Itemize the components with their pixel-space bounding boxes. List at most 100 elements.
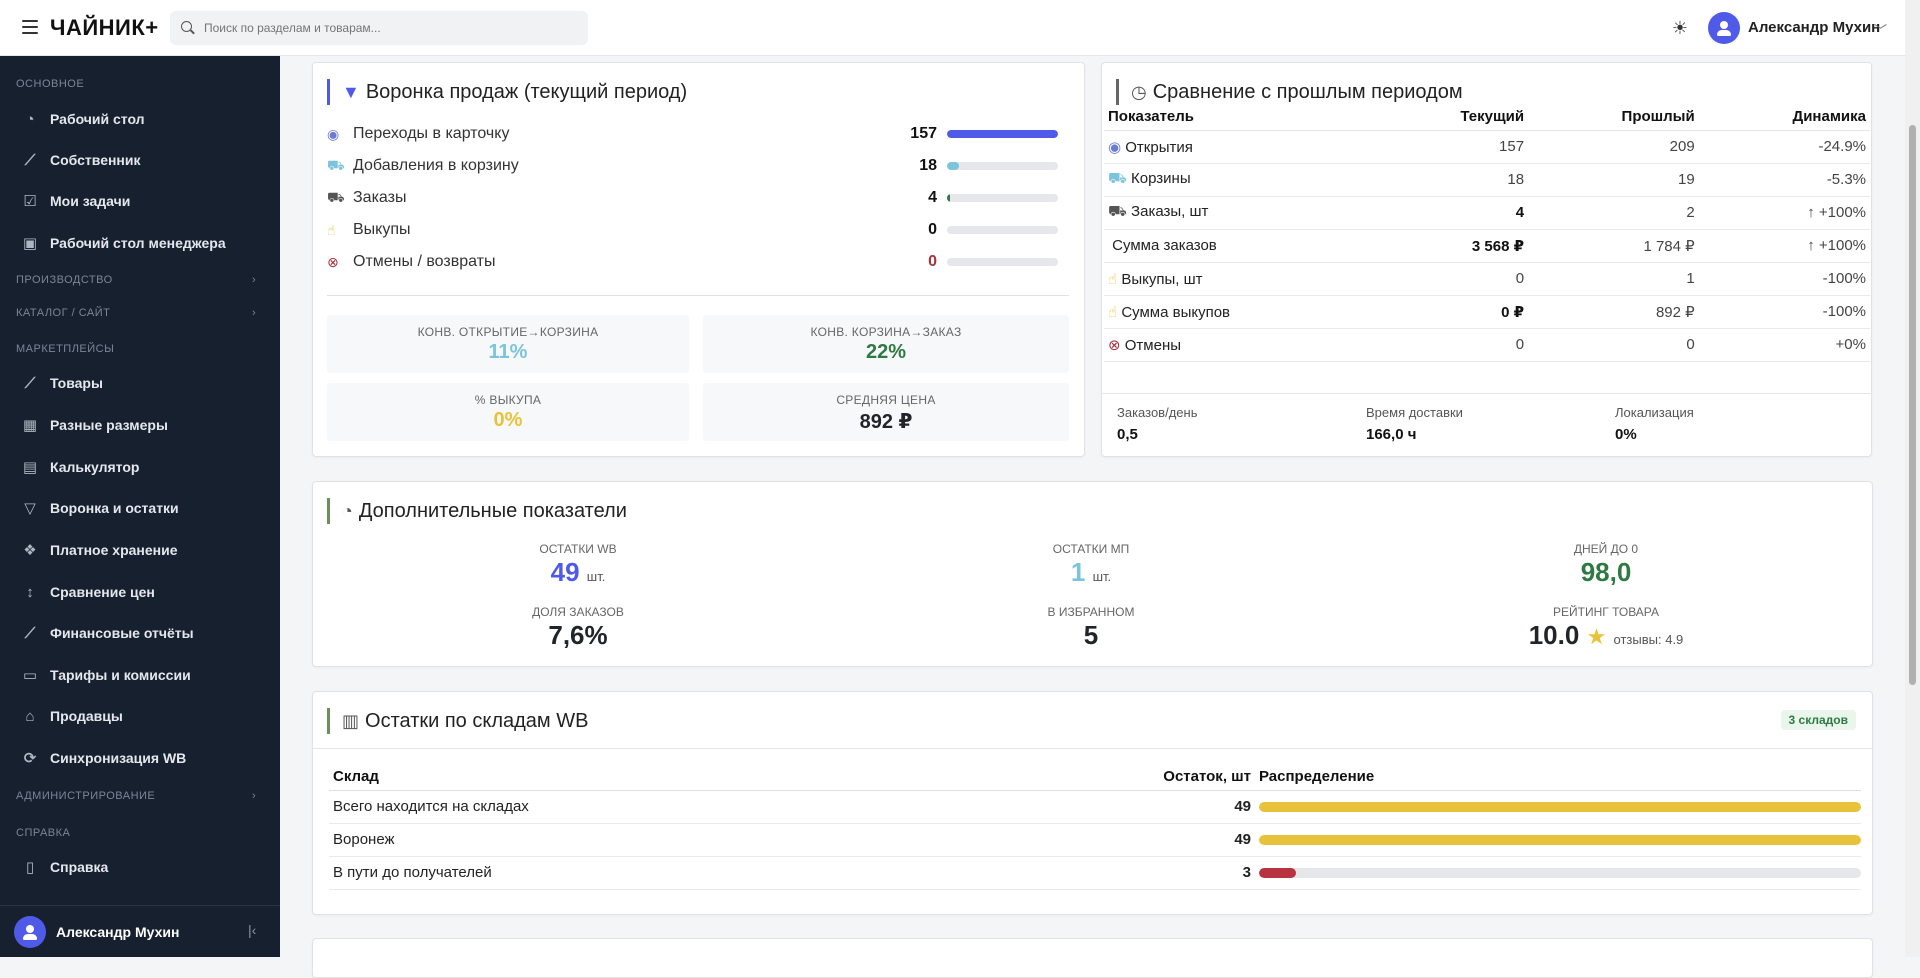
warehouses-title: ▥ Остатки по складам WB <box>327 708 588 734</box>
section-admin[interactable]: АДМИНИСТРИРОВАНИЕ › <box>16 790 257 802</box>
order-share-value: 7,6% <box>548 620 608 650</box>
warehouses-table: Склад Остаток, шт Распределение Всего на… <box>329 764 1861 890</box>
kpi-buyout: % ВЫКУПА 0% <box>327 383 689 441</box>
sidebar-item-sizes[interactable]: ▦ Разные размеры <box>20 414 168 436</box>
comparison-title: ◷ Сравнение с прошлым периодом <box>1116 79 1463 105</box>
scrollbar[interactable] <box>1905 0 1920 957</box>
section-help: СПРАВКА <box>16 827 71 839</box>
bar-fill <box>947 130 1058 138</box>
scrollbar-thumb[interactable] <box>1909 125 1916 685</box>
section-marketplaces: МАРКЕТПЛЕЙСЫ <box>16 343 115 355</box>
comparison-table: Показатель Текущий Прошлый Динамика ◉ От… <box>1104 104 1870 362</box>
summary-orders-per-day: Заказов/день 0,5 <box>1117 405 1198 443</box>
funnel-title: ▼ Воронка продаж (текущий период) <box>327 79 687 105</box>
star-icon: ★ <box>1586 624 1607 649</box>
extra-metrics-card: ◔ Дополнительные показатели ОСТАТКИ WB 49… <box>312 481 1873 667</box>
user-name[interactable]: Александр Мухин <box>1748 19 1881 36</box>
thumbs-up-icon: ☝ <box>1108 303 1118 321</box>
funnel-row: ☝ Выкупы 0 <box>327 219 1067 241</box>
rating-value: 10.0 ★ отзывы: 4.9 <box>1528 620 1684 650</box>
wb-stock-label: ОСТАТКИ WB <box>539 542 617 556</box>
search-input[interactable] <box>204 21 564 35</box>
funnel-bar <box>947 226 1058 234</box>
dashboard-icon: ◔ <box>25 110 35 128</box>
funnel-card: ▼ Воронка продаж (текущий период) ◉ Перехо… <box>312 62 1085 457</box>
funnel-bar <box>947 258 1058 266</box>
sync-icon: ⟳ <box>23 750 37 767</box>
favorites-value: 5 <box>1083 620 1099 650</box>
warehouses-count-badge: 3 складов <box>1780 710 1856 730</box>
sidebar-item-help[interactable]: ▯ Справка <box>20 856 108 878</box>
sidebar-item-sync[interactable]: ⟳ Синхронизация WB <box>20 747 187 769</box>
warehouses-card: ▥ Остатки по складам WB 3 складов Склад О… <box>312 691 1873 915</box>
sidebar-item-tariffs[interactable]: ▭ Тарифы и комиссии <box>20 664 191 686</box>
clock-icon: ◷ <box>1131 81 1147 102</box>
funnel-row: ◉ Переходы в карточку 157 <box>327 123 1067 145</box>
filter-icon: ▼ <box>342 81 360 102</box>
section-main: ОСНОВНОЕ <box>16 78 85 90</box>
bar-fill <box>947 162 960 170</box>
days-left-value: 98,0 <box>1580 557 1632 587</box>
mp-stock-value: 1 шт. <box>1070 557 1112 587</box>
sidebar-item-finance[interactable]: ⟋ Финансовые отчёты <box>20 622 194 644</box>
chevron-right-icon: › <box>252 307 257 319</box>
app-logo[interactable]: ЧАЙНИК+ <box>50 15 159 40</box>
avatar <box>14 916 46 948</box>
table-row: Всего находится на складах 49 <box>329 790 1861 824</box>
chevron-right-icon: › <box>252 790 257 802</box>
section-catalog[interactable]: КАТАЛОГ / САЙТ › <box>16 307 257 319</box>
next-card <box>312 938 1873 978</box>
table-header: Показатель Текущий Прошлый Динамика <box>1104 104 1870 131</box>
table-row: Воронеж 49 <box>329 823 1861 857</box>
sidebar-item-prices[interactable]: ↕ Сравнение цен <box>20 581 155 603</box>
table-row: В пути до получателей 3 <box>329 856 1861 890</box>
arrow-up-icon: ↑ <box>1807 237 1815 254</box>
theme-toggle-icon[interactable]: ☀ <box>1671 18 1689 38</box>
comparison-card: ◷ Сравнение с прошлым периодом Показатель… <box>1101 62 1872 457</box>
sidebar-item-tasks[interactable]: ☑ Мои задачи <box>20 190 130 212</box>
divider <box>313 748 1872 749</box>
funnel-bar <box>947 194 1058 202</box>
section-production[interactable]: ПРОИЗВОДСТВО › <box>16 274 257 286</box>
filter-icon: ▽ <box>24 500 36 517</box>
menu-icon[interactable] <box>22 20 38 34</box>
cart-icon: ⛟ <box>1108 170 1127 187</box>
sidebar-item-goods[interactable]: ⟋ Товары <box>20 372 103 394</box>
funnel-row: ⛟ Заказы 4 <box>327 187 1067 209</box>
calculator-icon: ▤ <box>22 459 38 476</box>
favorites-label: В ИЗБРАННОМ <box>1047 605 1135 619</box>
sidebar-item-calc[interactable]: ▤ Калькулятор <box>20 456 140 478</box>
funnel-row: ⊗ Отмены / возвраты 0 <box>327 251 1067 273</box>
funnel-bar <box>947 162 1058 170</box>
chart-line-icon: ⟋ <box>24 374 36 392</box>
sidebar-item-owner[interactable]: ⟋ Собственник <box>20 149 141 171</box>
sidebar-item-desktop[interactable]: ◔ Рабочий стол <box>20 108 144 130</box>
cancel-icon: ⊗ <box>1108 336 1121 354</box>
cart-icon: ⛟ <box>327 156 345 173</box>
building-icon: ▥ <box>342 710 360 731</box>
thumbs-up-icon: ☝ <box>1108 270 1118 288</box>
summary-delivery-time: Время доставки 166,0 ч <box>1366 405 1463 443</box>
divider <box>327 295 1069 296</box>
table-row: ⛟ Корзины 18 19 -5.3% <box>1104 163 1870 197</box>
search-box[interactable] <box>170 11 588 45</box>
funnel-row: ⛟ Добавления в корзину 18 <box>327 155 1067 177</box>
chevron-down-icon[interactable]: ﹀ <box>1874 23 1888 38</box>
sidebar-item-storage[interactable]: ❖ Платное хранение <box>20 539 177 561</box>
cart-icon: ⛟ <box>1108 203 1127 220</box>
sidebar-item-manager[interactable]: ▣ Рабочий стол менеджера <box>20 232 226 254</box>
order-share-label: ДОЛЯ ЗАКАЗОВ <box>532 605 624 619</box>
table-row: ☝ Сумма выкупов 0 ₽892 ₽ -100% <box>1104 295 1870 329</box>
collapse-sidebar-icon[interactable]: |‹ <box>248 922 257 938</box>
sidebar-user-name: Александр Мухин <box>56 924 180 940</box>
bar-fill <box>947 194 950 202</box>
extra-title: ◔ Дополнительные показатели <box>327 498 627 524</box>
sidebar-user[interactable]: Александр Мухин |‹ <box>0 905 280 957</box>
sidebar-item-sellers[interactable]: ⌂ Продавцы <box>20 705 122 727</box>
distribution-bar <box>1259 834 1861 845</box>
bar-fill <box>1259 867 1296 878</box>
sidebar-item-funnel[interactable]: ▽ Воронка и остатки <box>20 497 178 519</box>
cancel-icon: ⊗ <box>327 253 339 270</box>
eye-icon: ◉ <box>327 125 340 142</box>
user-avatar[interactable] <box>1708 12 1740 44</box>
